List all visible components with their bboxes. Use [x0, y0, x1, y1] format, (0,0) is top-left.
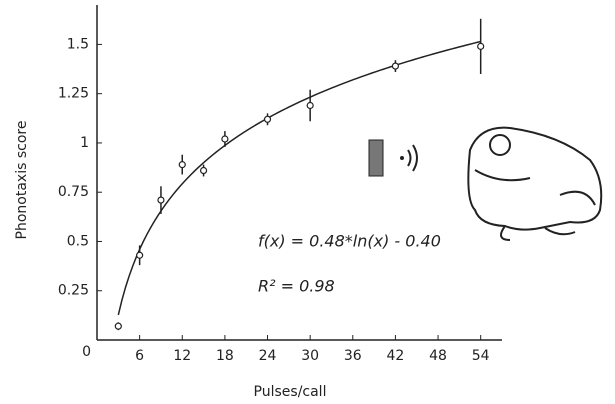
data-point [178, 161, 186, 169]
y-tick-label: 1.5 [67, 36, 89, 52]
data-point [306, 101, 314, 110]
x-tick-label: 42 [387, 348, 405, 364]
data-point [477, 42, 485, 50]
y-tick-label: 0 [82, 344, 91, 360]
data-point [391, 62, 400, 70]
x-tick-label: 30 [301, 348, 319, 364]
x-tick-label: 54 [472, 348, 490, 364]
y-tick-label: 1.25 [58, 86, 89, 102]
data-point [221, 135, 229, 143]
y-tick-label: 0.75 [58, 184, 89, 200]
data-point [263, 115, 272, 123]
x-tick-label: 12 [173, 348, 191, 364]
r-squared: R² = 0.98 [258, 277, 335, 296]
x-tick-label: 48 [429, 348, 447, 364]
x-tick-label: 18 [216, 348, 234, 364]
x-tick-label: 6 [135, 348, 144, 364]
y-tick-label: 0.5 [67, 233, 89, 249]
x-tick-label: 36 [344, 348, 362, 364]
x-axis-label: Pulses/call [254, 384, 327, 400]
data-point [114, 322, 122, 330]
data-point [136, 251, 144, 259]
fit-curve [117, 40, 481, 316]
frog-drawing [467, 126, 603, 241]
speaker-icon [368, 139, 418, 177]
data-point [199, 166, 208, 175]
equation: f(x) = 0.48*ln(x) - 0.40 [258, 232, 441, 251]
x-tick-label: 24 [259, 348, 277, 364]
y-tick-label: 0.25 [58, 283, 89, 299]
y-axis-label: Phonotaxis score [14, 121, 30, 240]
y-tick-label: 1 [80, 135, 89, 151]
data-point [157, 196, 165, 204]
